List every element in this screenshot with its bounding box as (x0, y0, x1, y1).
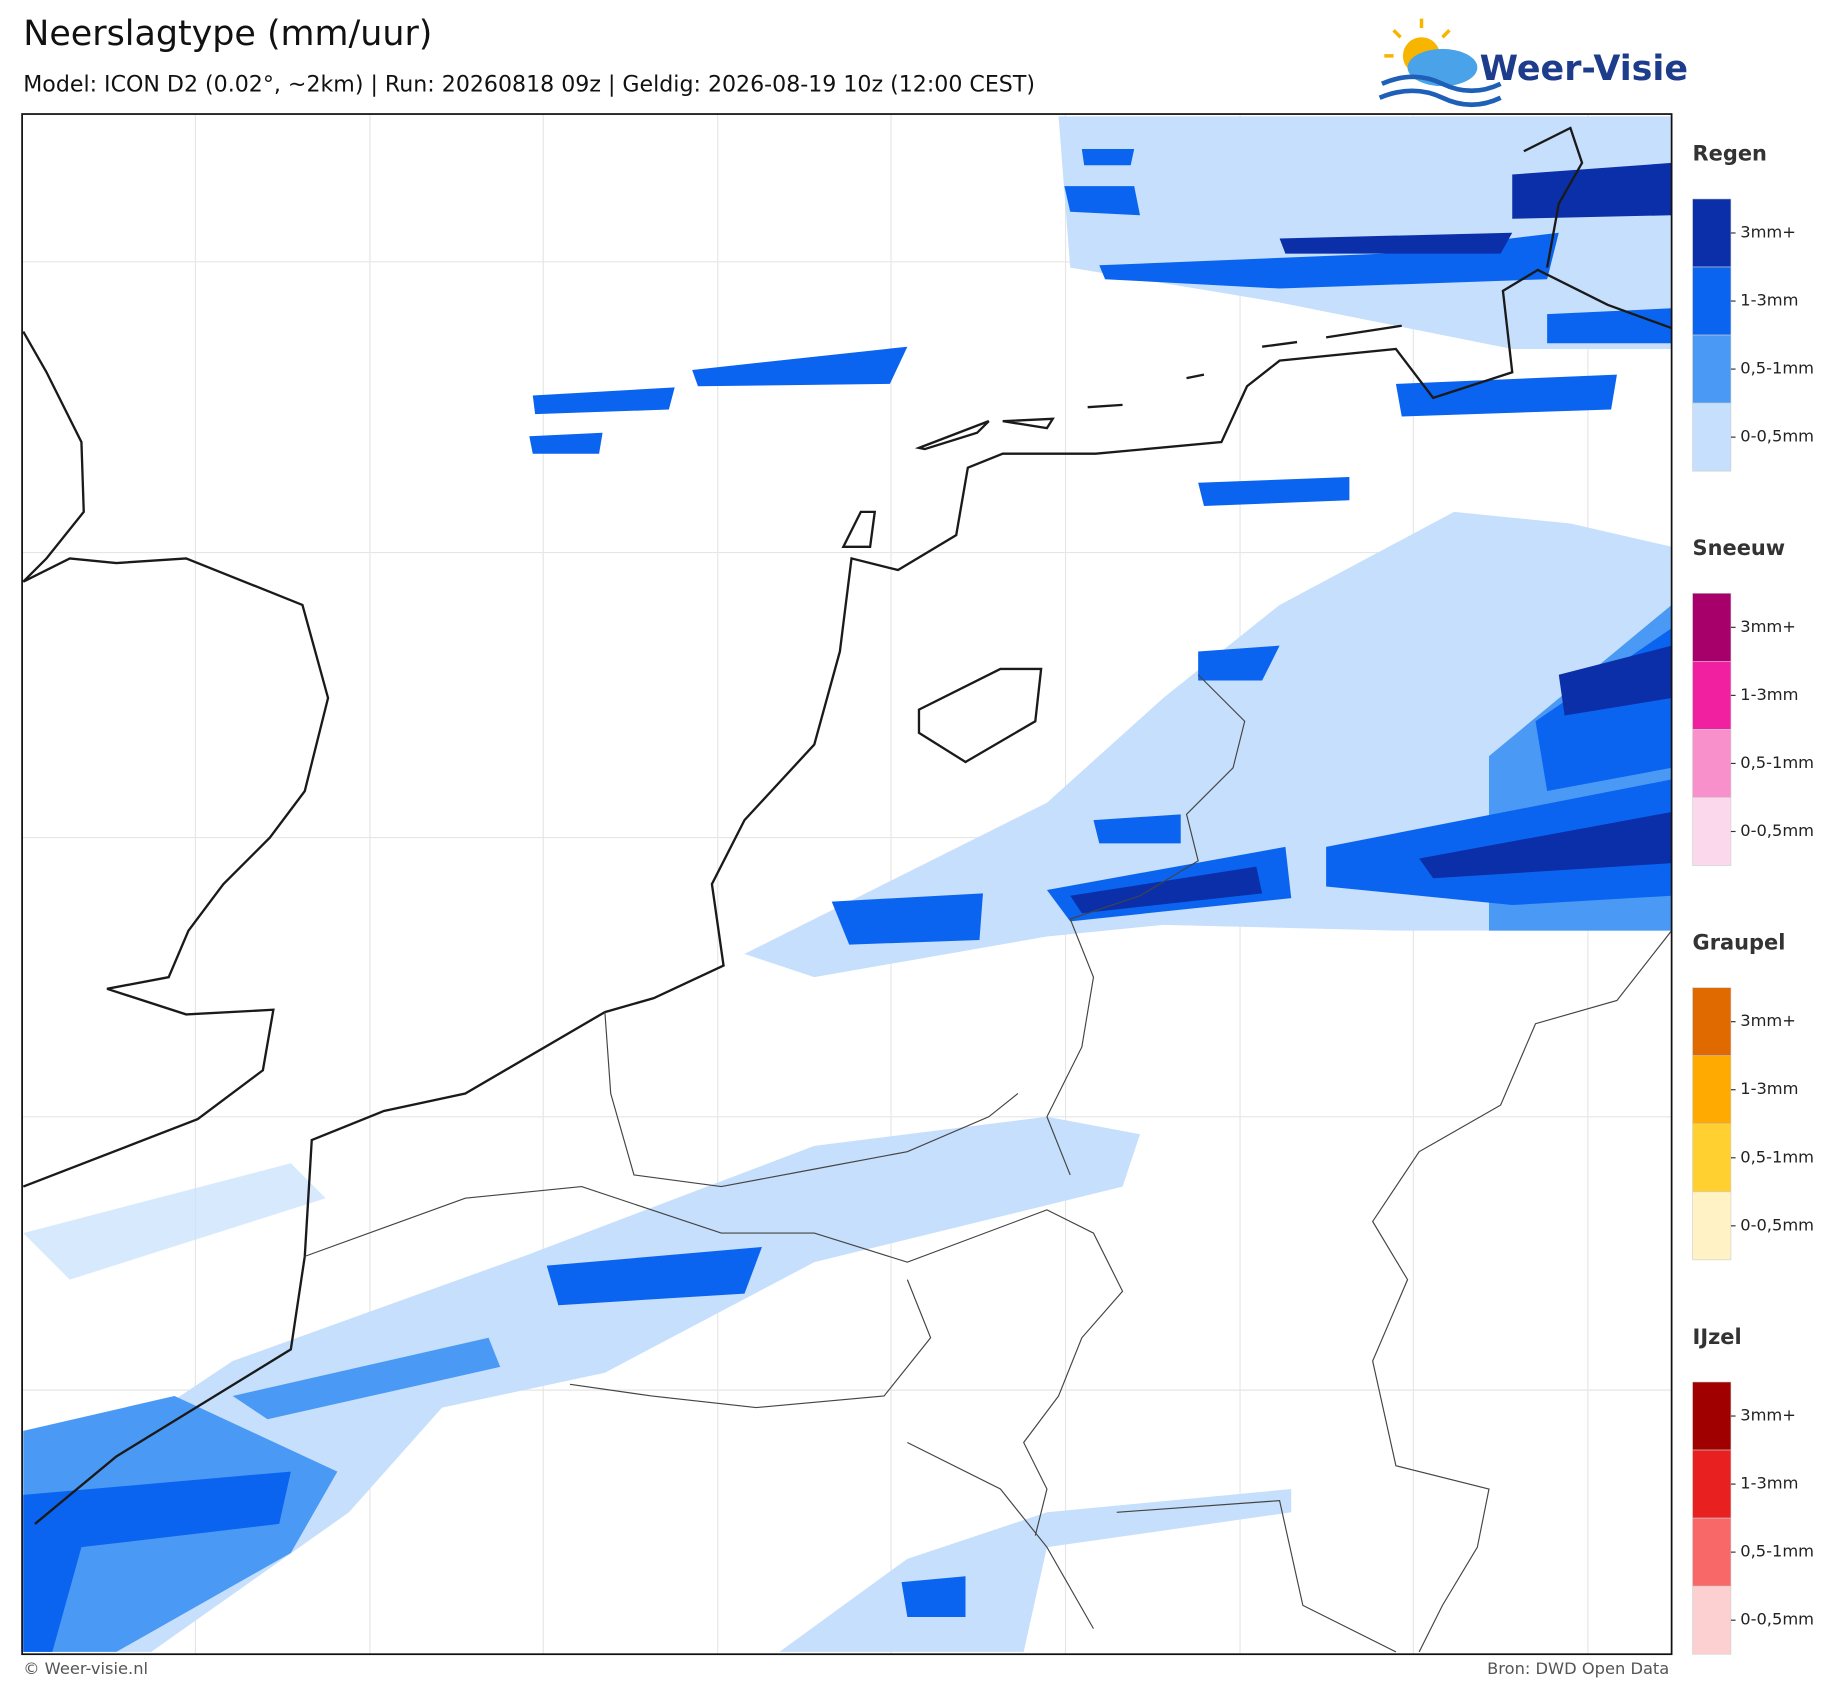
legend-group-title: Sneeuw (1693, 536, 1786, 560)
map-frame (21, 113, 1673, 1656)
legend-swatch (1692, 1517, 1732, 1587)
legend-label: 0,5-1mm (1740, 1147, 1814, 1166)
borders (304, 674, 1672, 1653)
subtitle: Model: ICON D2 (0.02°, ~2km) | Run: 2026… (23, 71, 1035, 97)
legend-label: 1-3mm (1740, 291, 1798, 310)
legend-swatch (1692, 1191, 1732, 1261)
legend-label: 0-0,5mm (1740, 427, 1814, 446)
legend-label: 0,5-1mm (1740, 753, 1814, 772)
legend-label: 0-0,5mm (1740, 821, 1814, 840)
legend-swatch (1692, 1123, 1732, 1193)
map (22, 114, 1672, 1655)
legend-swatch (1692, 1449, 1732, 1519)
legend-group-title: IJzel (1693, 1325, 1742, 1349)
legend-swatch (1692, 402, 1732, 472)
legend-group-title: Graupel (1693, 930, 1786, 954)
legend-label: 1-3mm (1740, 1079, 1798, 1098)
logo: Weer-Visie (1378, 18, 1688, 108)
title: Neerslagtype (mm/uur) (23, 14, 432, 54)
legend-label: 3mm+ (1740, 222, 1796, 241)
legend-swatch (1692, 1381, 1732, 1451)
legend-swatch (1692, 797, 1732, 866)
legend-label: 1-3mm (1740, 685, 1798, 704)
legend-swatch (1692, 334, 1732, 404)
legend-label: 0,5-1mm (1740, 359, 1814, 378)
footer-source: Bron: DWD Open Data (1487, 1659, 1669, 1678)
legend-swatch (1692, 1055, 1732, 1125)
legend-swatch (1692, 987, 1732, 1056)
legend-swatch (1692, 266, 1732, 336)
legend-label: 0,5-1mm (1740, 1542, 1814, 1561)
footer-credit: © Weer-visie.nl (23, 1659, 148, 1678)
legend-group-title: Regen (1693, 142, 1767, 166)
logo-text: Weer-Visie (1480, 49, 1688, 89)
legend-label: 3mm+ (1740, 1406, 1796, 1425)
legend-label: 3mm+ (1740, 1011, 1796, 1030)
legend-label: 0-0,5mm (1740, 1215, 1814, 1234)
legend-swatch (1692, 661, 1732, 730)
legend: Regen 3mm+ 1-3mm 0,5-1mm 0-0,5mm Sneeuw 3mm+ 1-… (1692, 142, 1814, 1655)
legend-label: 1-3mm (1740, 1474, 1798, 1493)
legend-swatch (1692, 729, 1732, 798)
legend-swatch (1692, 593, 1732, 662)
legend-label: 0-0,5mm (1740, 1610, 1814, 1629)
legend-swatch (1692, 198, 1732, 268)
legend-swatch (1692, 1585, 1732, 1655)
legend-label: 3mm+ (1740, 617, 1796, 636)
coastlines (22, 126, 1672, 1525)
precipitation (23, 116, 1672, 1652)
